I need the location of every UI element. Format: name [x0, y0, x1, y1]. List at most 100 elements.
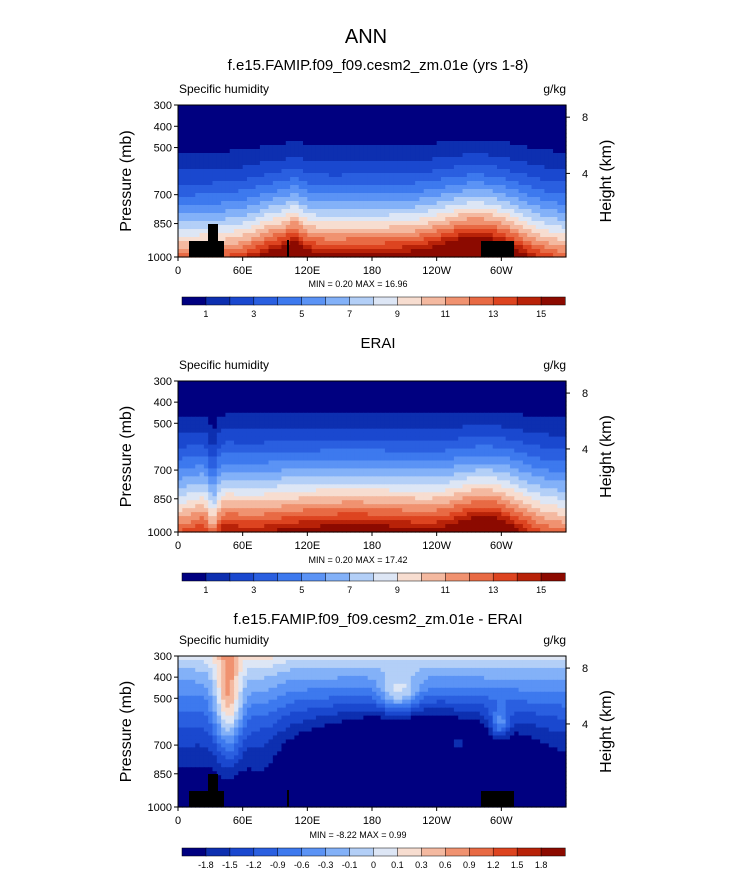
heatmap-cell — [436, 428, 442, 434]
heatmap-cell — [453, 161, 459, 166]
heatmap-cell — [505, 412, 511, 418]
heatmap-cell — [212, 149, 218, 154]
heatmap-cell — [535, 125, 541, 130]
heatmap-cell — [544, 388, 550, 394]
heatmap-cell — [268, 213, 274, 218]
heatmap-cell — [186, 392, 192, 398]
heatmap-cell — [346, 113, 352, 118]
heatmap-cell — [281, 205, 287, 210]
heatmap-cell — [242, 197, 248, 202]
heatmap-cell — [488, 161, 494, 166]
heatmap-cell — [337, 133, 343, 138]
heatmap-cell — [484, 169, 489, 174]
y-right-axis-title: Height (km) — [598, 140, 615, 223]
heatmap-cell — [432, 157, 438, 162]
heatmap-cell — [518, 109, 524, 114]
heatmap-cell — [307, 404, 313, 410]
heatmap-cell — [471, 233, 477, 238]
heatmap-cell — [208, 177, 214, 182]
heatmap-cell — [540, 153, 546, 158]
heatmap-cell — [303, 141, 308, 146]
heatmap-cell — [208, 169, 214, 174]
heatmap-cell — [535, 177, 541, 182]
heatmap-cell — [389, 193, 395, 198]
heatmap-cell — [428, 205, 433, 210]
heatmap-cell — [328, 153, 334, 158]
heatmap-cell — [341, 233, 347, 238]
heatmap-cell — [415, 173, 421, 178]
heatmap-cell — [553, 153, 558, 158]
heatmap-cell — [561, 432, 567, 438]
heatmap-cell — [307, 253, 313, 258]
heatmap-cell — [182, 165, 188, 170]
heatmap-cell — [182, 440, 188, 446]
heatmap-cell — [544, 169, 550, 174]
heatmap-cell — [458, 440, 464, 446]
heatmap-cell — [272, 113, 278, 118]
heatmap-cell — [419, 217, 425, 222]
heatmap-cell — [419, 416, 425, 422]
heatmap-cell — [445, 225, 451, 230]
heatmap-cell — [221, 201, 227, 206]
heatmap-cell — [497, 428, 502, 434]
heatmap-cell — [471, 197, 477, 202]
heatmap-cell — [255, 404, 261, 410]
heatmap-cell — [393, 185, 399, 190]
heatmap-cell — [238, 245, 244, 250]
heatmap-cell — [462, 125, 468, 130]
heatmap-cell — [238, 440, 244, 446]
heatmap-cell — [212, 384, 218, 390]
heatmap-cell — [199, 129, 205, 134]
heatmap-cell — [505, 416, 511, 422]
heatmap-cell — [436, 121, 442, 126]
heatmap-cell — [333, 225, 339, 230]
heatmap-cell — [397, 229, 403, 234]
heatmap-cell — [445, 133, 451, 138]
heatmap-cell — [475, 404, 481, 410]
heatmap-cell — [285, 117, 291, 122]
heatmap-cell — [285, 221, 291, 226]
heatmap-cell — [272, 109, 278, 114]
heatmap-cell — [466, 428, 472, 434]
heatmap-cell — [242, 408, 248, 414]
heatmap-cell — [501, 420, 507, 426]
heatmap-cell — [389, 245, 395, 250]
heatmap-cell — [462, 177, 468, 182]
heatmap-cell — [389, 169, 395, 174]
heatmap-cell — [242, 233, 248, 238]
heatmap-cell — [471, 416, 477, 422]
heatmap-cell — [471, 185, 477, 190]
heatmap-cell — [354, 381, 360, 386]
heatmap-cell — [298, 253, 304, 258]
heatmap-cell — [203, 149, 209, 154]
heatmap-cell — [229, 145, 235, 150]
heatmap-cell — [522, 233, 528, 238]
heatmap-cell — [195, 193, 201, 198]
colorbar-swatch — [445, 296, 470, 306]
heatmap-cell — [277, 145, 283, 150]
heatmap-cell — [311, 412, 317, 418]
heatmap-cell — [328, 388, 334, 394]
heatmap-cell — [410, 249, 416, 254]
heatmap-cell — [497, 105, 502, 110]
heatmap-cell — [449, 245, 455, 250]
heatmap-cell — [505, 141, 511, 146]
heatmap-cell — [367, 105, 373, 110]
heatmap-cell — [389, 225, 395, 230]
heatmap-cell — [346, 392, 352, 398]
heatmap-cell — [242, 201, 248, 206]
heatmap-cell — [475, 213, 481, 218]
heatmap-cell — [428, 396, 433, 402]
heatmap-cell — [208, 153, 214, 158]
heatmap-cell — [488, 432, 494, 438]
heatmap-cell — [337, 384, 343, 390]
heatmap-cell — [182, 133, 188, 138]
heatmap-cell — [285, 420, 291, 426]
heatmap-cell — [436, 237, 442, 242]
heatmap-cell — [242, 209, 248, 214]
heatmap-cell — [246, 145, 252, 150]
heatmap-cell — [208, 197, 214, 202]
heatmap-cell — [337, 249, 343, 254]
heatmap-cell — [337, 173, 343, 178]
heatmap-cell — [272, 245, 278, 250]
